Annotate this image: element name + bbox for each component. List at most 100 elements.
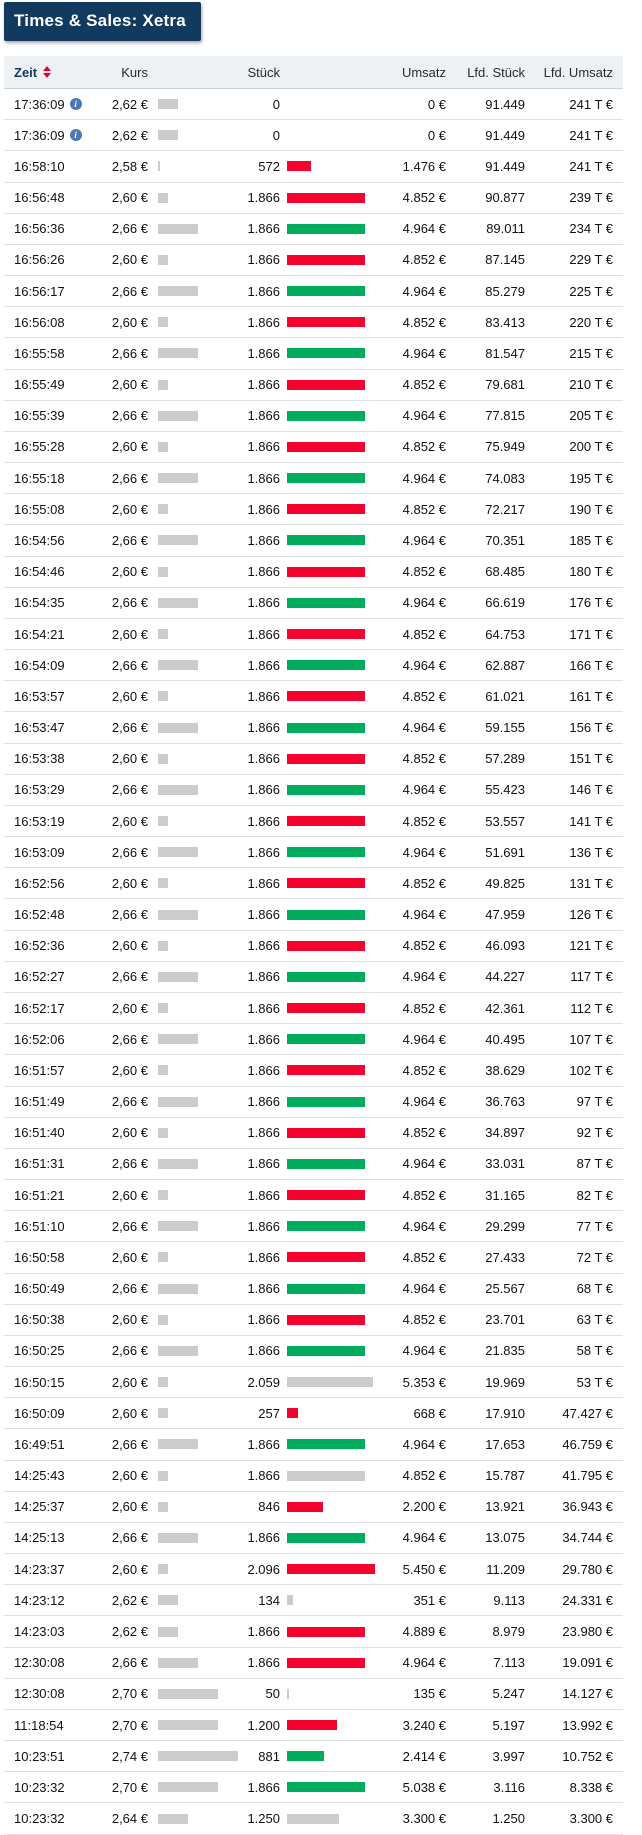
- cell-umsatz: 4.964 €: [402, 907, 446, 923]
- info-icon[interactable]: i: [69, 129, 82, 142]
- cell-umsatz: 4.964 €: [402, 969, 446, 985]
- cell-lfd-umsatz: 241 T €: [569, 127, 613, 143]
- time-value: 14:25:37: [14, 1499, 65, 1515]
- cell-lfd-stueck: 1.250: [492, 1811, 525, 1827]
- cell-stueck: 1.866: [247, 813, 280, 829]
- cell-kurs: 2,60 €: [111, 190, 148, 206]
- cell-kurs: 2,60 €: [111, 439, 148, 455]
- time-value: 16:51:49: [14, 1094, 65, 1110]
- cell-lfd-stueck: 53.557: [485, 813, 525, 829]
- cell-kurs: 2,60 €: [111, 1000, 148, 1016]
- cell-kurs-bar: [152, 878, 244, 889]
- cell-lfd-stueck: 64.753: [485, 626, 525, 642]
- cell-zeit: 16:53:47: [14, 720, 106, 735]
- time-value: 16:53:57: [14, 688, 65, 704]
- cell-umsatz: 4.964 €: [402, 1530, 446, 1546]
- col-header-zeit[interactable]: Zeit: [14, 65, 106, 80]
- cell-stueck: 0: [272, 127, 280, 143]
- kurs-level-bar: [158, 1688, 218, 1699]
- kurs-level-bar: [158, 753, 168, 764]
- time-value: 16:56:36: [14, 221, 65, 237]
- time-value: 16:55:18: [14, 470, 65, 486]
- cell-zeit: 16:55:08: [14, 502, 106, 517]
- cell-zeit: 16:53:19: [14, 814, 106, 829]
- time-value: 16:55:39: [14, 408, 65, 424]
- volume-tick-bar: [287, 1782, 366, 1793]
- cell-lfd-stueck: 11.209: [486, 1561, 525, 1577]
- cell-lfd-stueck: 5.197: [492, 1717, 525, 1733]
- cell-zeit: 16:50:38: [14, 1312, 106, 1327]
- time-value: 12:30:08: [14, 1686, 65, 1702]
- cell-umsatz: 4.852 €: [402, 314, 446, 330]
- kurs-level-bar: [158, 1096, 198, 1107]
- cell-kurs: 2,66 €: [111, 1436, 148, 1452]
- table-row: 16:51:40 2,60 € 1.866 4.852 € 34.897 92 T €: [4, 1118, 623, 1149]
- cell-umsatz: 4.852 €: [402, 1000, 446, 1016]
- cell-lfd-stueck: 81.547: [485, 345, 525, 361]
- table-row: 14:23:37 2,60 € 2.096 5.450 € 11.209 29.780 €: [4, 1554, 623, 1586]
- cell-lfd-umsatz: 19.091 €: [562, 1655, 613, 1671]
- cell-stueck: 1.200: [247, 1717, 280, 1733]
- cell-lfd-umsatz: 10.752 €: [562, 1748, 613, 1764]
- table-row: 16:54:35 2,66 € 1.866 4.964 € 66.619 176 T €: [4, 588, 623, 619]
- cell-umsatz: 4.964 €: [402, 1655, 446, 1671]
- info-icon[interactable]: i: [69, 98, 82, 111]
- cell-zeit: 16:52:56: [14, 876, 106, 891]
- cell-stueck-bar: [284, 847, 379, 858]
- cell-stueck: 1.250: [247, 1811, 280, 1827]
- time-value: 12:30:08: [14, 1655, 65, 1671]
- cell-kurs: 2,66 €: [111, 1281, 148, 1297]
- time-value: 16:50:15: [14, 1374, 65, 1390]
- table-row: 12:30:08 2,70 € 50 135 € 5.247 14.127 €: [4, 1679, 623, 1710]
- cell-stueck: 1.866: [247, 1779, 280, 1795]
- cell-stueck-bar: [284, 566, 379, 577]
- time-value: 16:52:36: [14, 938, 65, 954]
- cell-kurs-bar: [152, 1782, 244, 1793]
- cell-lfd-umsatz: 229 T €: [569, 252, 613, 268]
- cell-lfd-stueck: 17.653: [485, 1436, 525, 1452]
- time-value: 16:51:57: [14, 1062, 65, 1078]
- cell-zeit: 16:54:46: [14, 564, 106, 579]
- cell-umsatz: 4.964 €: [402, 532, 446, 548]
- cell-stueck-bar: [284, 784, 379, 795]
- cell-umsatz: 0 €: [427, 96, 446, 112]
- cell-umsatz: 4.852 €: [402, 751, 446, 767]
- cell-zeit: 16:55:18: [14, 471, 106, 486]
- cell-stueck: 1.866: [247, 1062, 280, 1078]
- cell-zeit: 16:50:58: [14, 1250, 106, 1265]
- cell-kurs: 2,66 €: [111, 221, 148, 237]
- table-row: 16:53:29 2,66 € 1.866 4.964 € 55.423 146 T €: [4, 775, 623, 806]
- cell-stueck: 1.866: [247, 1343, 280, 1359]
- volume-tick-bar: [287, 816, 366, 827]
- col-header-kurs: Kurs: [121, 64, 148, 80]
- cell-zeit: 16:55:58: [14, 346, 106, 361]
- cell-umsatz: 4.852 €: [402, 377, 446, 393]
- cell-umsatz: 2.200 €: [402, 1499, 446, 1515]
- kurs-level-bar: [158, 597, 198, 608]
- volume-tick-bar: [287, 722, 366, 733]
- cell-zeit: 16:51:31: [14, 1156, 106, 1171]
- cell-kurs: 2,60 €: [111, 938, 148, 954]
- cell-umsatz: 4.852 €: [402, 938, 446, 954]
- time-value: 14:25:43: [14, 1468, 65, 1484]
- cell-kurs: 2,66 €: [111, 844, 148, 860]
- kurs-level-bar: [158, 1470, 168, 1481]
- cell-umsatz: 4.852 €: [402, 626, 446, 642]
- cell-lfd-stueck: 51.691: [485, 844, 525, 860]
- col-header-lfd-stueck: Lfd. Stück: [467, 64, 525, 80]
- cell-stueck-bar: [284, 597, 379, 608]
- cell-kurs: 2,66 €: [111, 408, 148, 424]
- cell-kurs: 2,60 €: [111, 1468, 148, 1484]
- volume-tick-bar: [287, 1158, 366, 1169]
- cell-stueck-bar: [284, 473, 379, 484]
- cell-kurs: 2,66 €: [111, 345, 148, 361]
- cell-stueck: 1.866: [247, 688, 280, 704]
- cell-kurs-bar: [152, 1377, 244, 1388]
- cell-kurs-bar: [152, 1657, 244, 1668]
- cell-zeit: 16:58:10: [14, 159, 106, 174]
- cell-kurs-bar: [152, 1345, 244, 1356]
- cell-stueck-bar: [284, 254, 379, 265]
- time-value: 16:53:29: [14, 782, 65, 798]
- cell-lfd-umsatz: 121 T €: [569, 938, 613, 954]
- time-value: 16:55:49: [14, 377, 65, 393]
